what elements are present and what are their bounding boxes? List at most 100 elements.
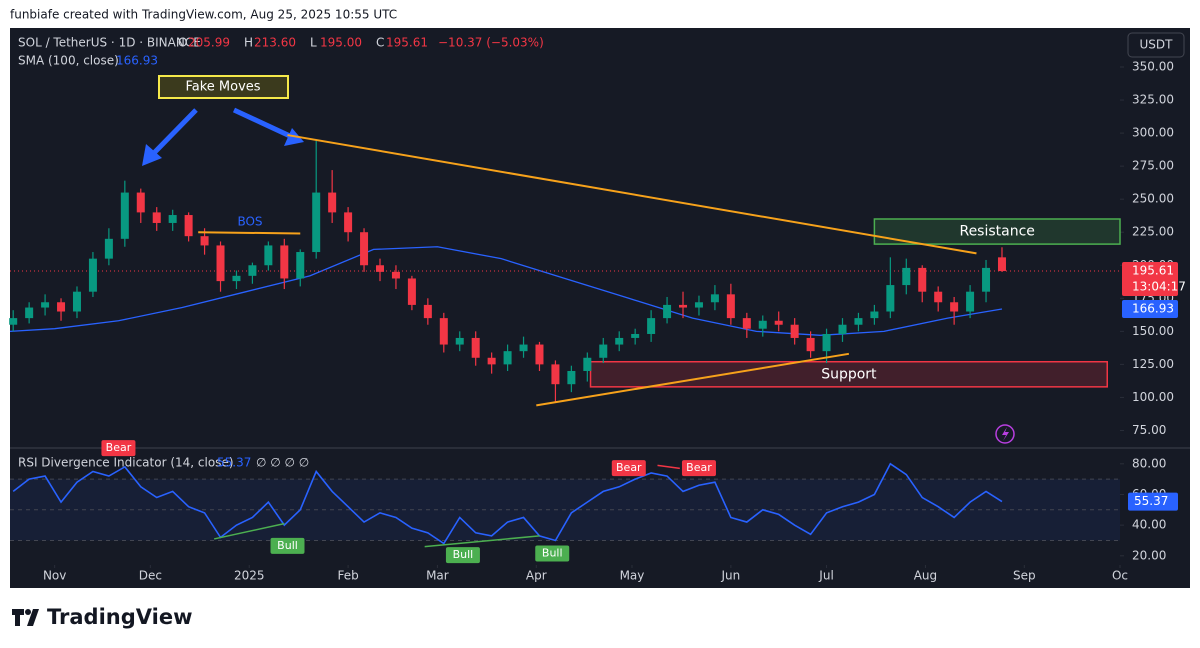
candle-body: [88, 258, 97, 292]
sma-tag: 166.93: [1132, 301, 1174, 315]
price-tag-box: [1122, 262, 1178, 297]
candle-body: [631, 333, 640, 338]
candle-body: [439, 318, 448, 345]
candle-body: [774, 320, 783, 325]
candle-body: [599, 344, 608, 358]
annotation: BOS: [237, 215, 262, 229]
ohlc-key: C: [376, 36, 384, 50]
signal-box: [535, 545, 570, 562]
candle-body: [694, 302, 703, 308]
zone-label: Resistance: [959, 224, 1034, 240]
zone: [873, 218, 1121, 245]
icon: [995, 424, 1015, 444]
ohlc-value: 205.99: [188, 36, 230, 50]
change: −10.37 (−5.03%): [438, 36, 544, 50]
divergence-line: [213, 522, 285, 540]
annotation: Fake Moves: [185, 80, 260, 95]
arrow: [142, 107, 304, 166]
candle-body: [232, 275, 241, 282]
candle-body: [487, 357, 496, 365]
candle-body: [854, 318, 863, 325]
rsi-value: 55.37: [217, 456, 251, 470]
ohlc-value: 195.61: [386, 36, 428, 50]
logo: [12, 609, 39, 626]
candle-body: [567, 370, 576, 385]
candle-body: [647, 318, 656, 334]
candle-body: [423, 304, 432, 319]
candle-body: [966, 291, 975, 312]
candle-body: [57, 302, 66, 312]
rsi-extras: ∅ ∅ ∅ ∅: [256, 456, 309, 470]
candle-body: [328, 192, 337, 213]
candle-body: [200, 236, 209, 246]
candle-body: [519, 344, 528, 352]
signal-box: [681, 460, 716, 477]
x-tick-label: Nov: [43, 569, 66, 583]
rsi-tick-label: 40.00: [1132, 518, 1166, 532]
signal-box: [270, 537, 305, 554]
candle-body: [950, 302, 959, 312]
candle-body: [535, 344, 544, 365]
candle-body: [679, 304, 688, 308]
candle-body: [344, 212, 353, 233]
rsi-tag: 55.37: [1134, 494, 1168, 508]
trendline: [287, 134, 977, 255]
y-tick-label: 75.00: [1132, 423, 1166, 437]
ohlc-value: 195.00: [320, 36, 362, 50]
y-tick-label: 300.00: [1132, 126, 1174, 140]
signal-label: Bear: [106, 441, 132, 454]
y-tick-label: 150.00: [1132, 324, 1174, 338]
signal-box: [445, 547, 480, 564]
signal-label: Bull: [542, 547, 563, 560]
y-tick-label: 125.00: [1132, 357, 1174, 371]
candle-body: [360, 232, 369, 266]
candle-body: [742, 318, 751, 329]
candle-body: [41, 302, 50, 308]
rsi-tag-box: [1128, 492, 1178, 511]
ohlc-key: L: [310, 36, 317, 50]
rsi-tick-label: 80.00: [1132, 456, 1166, 470]
candle-body: [982, 267, 991, 292]
candle-body: [551, 364, 560, 385]
candle-body: [870, 311, 879, 319]
x-tick-label: Jun: [720, 569, 740, 583]
x-tick-label: Feb: [337, 569, 358, 583]
legend: SOL / TetherUS · 1D · BINANCE SMA (100, …: [18, 36, 544, 470]
currency-button[interactable]: [1127, 32, 1185, 58]
candle-body: [583, 357, 592, 371]
chart-panel: [10, 28, 1190, 588]
x-tick-label: 2025: [234, 569, 265, 583]
candle-body: [104, 238, 113, 259]
candle-body: [25, 307, 34, 319]
candle-body: [886, 285, 895, 312]
ohlc-key: O: [178, 36, 187, 50]
sma-line: [9, 246, 1003, 336]
x-tick-label: Apr: [526, 569, 547, 583]
x-tick-label: Oc: [1112, 569, 1128, 583]
y-tick-label: 100.00: [1132, 390, 1174, 404]
x-tick-label: May: [620, 569, 645, 583]
sma-value: 166.93: [116, 54, 158, 68]
price-tag: 195.61: [1132, 264, 1174, 278]
y-tick-label: 325.00: [1132, 93, 1174, 107]
candle-body: [663, 304, 672, 319]
signal-label: Bear: [686, 461, 712, 474]
rsi-label: RSI Divergence Indicator (14, close): [18, 456, 234, 470]
candle-body: [248, 265, 257, 276]
y-tick-label: 350.00: [1132, 60, 1174, 74]
signal-box: [101, 440, 136, 457]
candle-body: [312, 192, 321, 253]
x-tick-label: Mar: [426, 569, 449, 583]
candle-body: [136, 192, 145, 213]
candle-body: [407, 278, 416, 305]
ohlc-key: H: [244, 36, 253, 50]
candle-body: [934, 291, 943, 303]
candle-body: [455, 337, 464, 345]
signal-label: Bull: [453, 548, 474, 561]
candle-body: [168, 215, 177, 223]
x-tick-label: Aug: [914, 569, 937, 583]
candle-body: [997, 257, 1006, 272]
candle-body: [152, 212, 161, 223]
rsi-tick-label: 20.00: [1132, 548, 1166, 562]
